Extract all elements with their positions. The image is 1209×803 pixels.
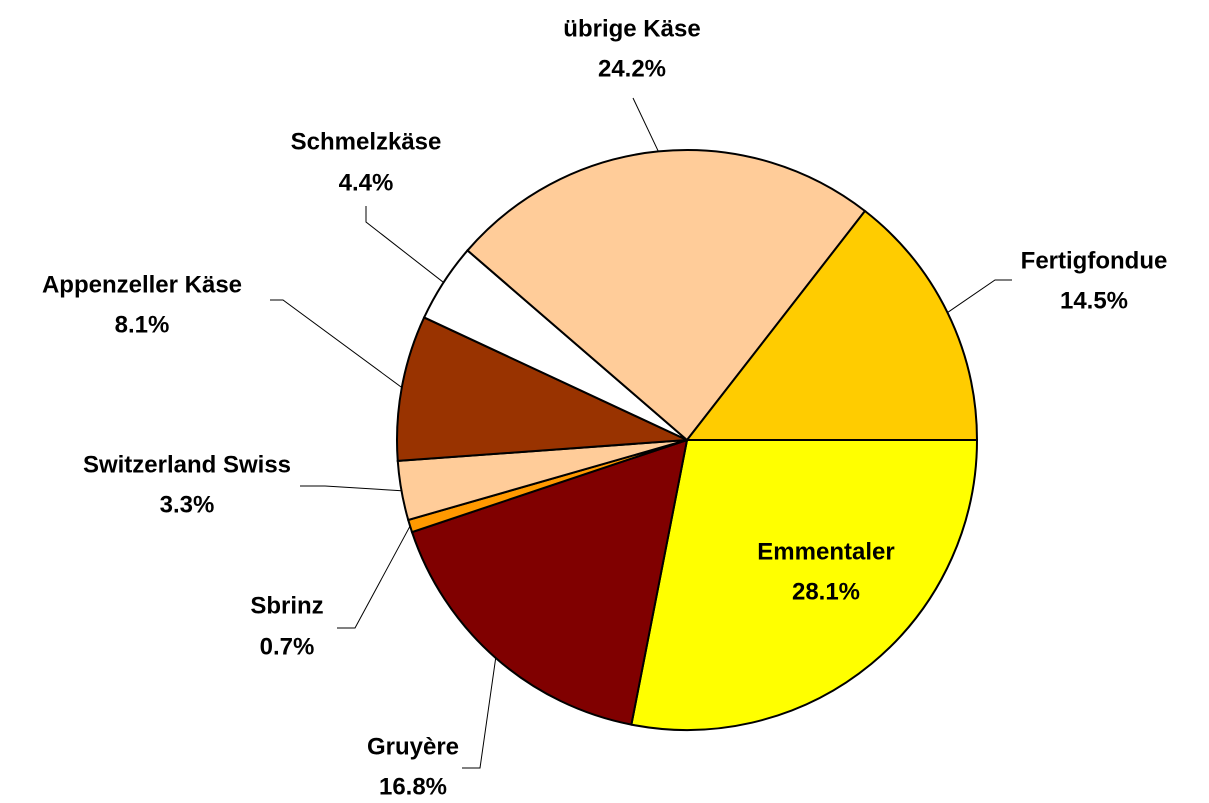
leader-line: [632, 97, 659, 152]
pie-slice: [410, 438, 689, 726]
slice-value: 4.4%: [339, 169, 394, 196]
pie-slice: [396, 316, 691, 462]
slice-value: 3.3%: [160, 491, 215, 518]
slice-label: Gruyère: [367, 733, 459, 760]
leader-line: [947, 279, 1012, 313]
slice-value: 24.2%: [598, 55, 666, 82]
slice-label: Emmentaler: [757, 538, 894, 565]
slice-value: 0.7%: [260, 633, 315, 660]
slice-label: Schmelzkäse: [291, 128, 442, 155]
slice-value: 28.1%: [792, 578, 860, 605]
leader-line: [365, 206, 444, 283]
slice-value: 8.1%: [115, 311, 170, 338]
slice-label: Sbrinz: [250, 592, 323, 619]
leader-line: [270, 299, 403, 388]
slice-label: übrige Käse: [563, 15, 700, 42]
slice-label: Fertigfondue: [1021, 247, 1168, 274]
leader-line: [462, 657, 497, 769]
slice-label: Appenzeller Käse: [42, 271, 242, 298]
pie-slice: [684, 209, 979, 441]
leader-line: [300, 485, 402, 492]
slice-label: Switzerland Swiss: [83, 451, 291, 478]
pie-slice: [466, 149, 867, 442]
slice-value: 16.8%: [379, 773, 447, 800]
slice-value: 14.5%: [1060, 287, 1128, 314]
leader-line: [337, 525, 411, 629]
pie-slice: [630, 439, 979, 731]
